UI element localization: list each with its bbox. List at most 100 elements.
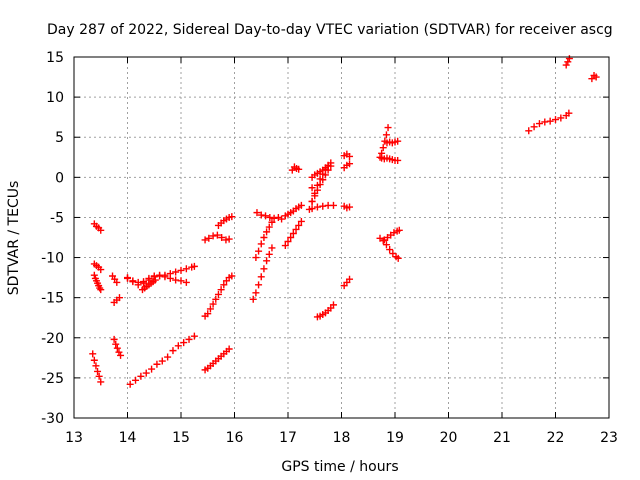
series-arc-15 bbox=[214, 213, 236, 229]
data-point bbox=[225, 235, 233, 243]
data-point bbox=[305, 205, 313, 213]
y-tick-label: 10 bbox=[46, 90, 64, 106]
data-point bbox=[90, 356, 98, 364]
data-point bbox=[225, 345, 233, 353]
data-point bbox=[311, 192, 319, 200]
data-point bbox=[177, 266, 185, 274]
data-point bbox=[182, 265, 190, 273]
series-arc-35 bbox=[376, 234, 402, 262]
data-point bbox=[346, 203, 354, 211]
data-point bbox=[562, 61, 570, 69]
series-arc-7 bbox=[110, 335, 125, 359]
data-point bbox=[257, 211, 265, 219]
data-point bbox=[161, 273, 169, 281]
data-point bbox=[90, 271, 98, 279]
data-point bbox=[292, 225, 300, 233]
data-point bbox=[110, 335, 118, 343]
series-arc-20 bbox=[281, 201, 305, 220]
data-point bbox=[169, 347, 177, 355]
y-tick-label: 15 bbox=[46, 50, 64, 66]
data-point bbox=[158, 357, 166, 365]
data-point bbox=[92, 362, 100, 370]
data-point bbox=[150, 272, 158, 280]
y-tick-label: -20 bbox=[41, 331, 64, 347]
data-point bbox=[190, 332, 198, 340]
series-arc-10 bbox=[126, 332, 198, 388]
series-arc-31 bbox=[340, 150, 354, 160]
series-arc-28 bbox=[340, 275, 354, 290]
y-tick-label: -30 bbox=[41, 411, 64, 427]
data-point bbox=[394, 254, 402, 262]
ticks-layer: 13 14 15 16 17 18 19 20 21 22 23 -30 -25 -20 -15 -10 -5 0… bbox=[41, 50, 618, 446]
data-point bbox=[115, 348, 123, 356]
data-point bbox=[541, 118, 549, 126]
data-point bbox=[148, 365, 156, 373]
data-point bbox=[95, 372, 103, 380]
chart-title: Day 287 of 2022, Sidereal Day-to-day VTE… bbox=[47, 22, 613, 38]
data-point bbox=[172, 268, 180, 276]
x-tick-label: 14 bbox=[119, 430, 137, 446]
data-point bbox=[394, 137, 402, 145]
series-arc-18 bbox=[253, 209, 286, 223]
data-point bbox=[134, 281, 142, 289]
series-arc-37 bbox=[525, 109, 573, 135]
data-point bbox=[268, 218, 276, 226]
data-point bbox=[316, 181, 324, 189]
data-point bbox=[395, 226, 403, 234]
data-point bbox=[379, 237, 387, 245]
series-arc-16 bbox=[249, 244, 276, 303]
y-tick-label: -10 bbox=[41, 251, 64, 267]
data-point bbox=[97, 226, 105, 234]
data-point bbox=[389, 250, 397, 258]
data-point bbox=[126, 380, 134, 388]
data-point bbox=[552, 116, 559, 124]
x-tick-label: 23 bbox=[600, 430, 618, 446]
y-tick-label: 5 bbox=[55, 130, 64, 146]
data-point bbox=[265, 223, 273, 231]
data-point bbox=[525, 127, 533, 135]
series-arc-11 bbox=[138, 276, 159, 294]
data-point bbox=[129, 278, 137, 286]
data-point bbox=[137, 372, 145, 380]
data-point bbox=[278, 215, 286, 223]
marks-layer bbox=[89, 55, 600, 388]
data-point bbox=[201, 236, 209, 244]
data-point bbox=[113, 344, 121, 352]
x-axis-label: GPS time / hours bbox=[281, 459, 398, 475]
data-point bbox=[390, 229, 398, 237]
series-arc-33 bbox=[378, 154, 402, 164]
data-point bbox=[255, 247, 263, 255]
data-point bbox=[185, 335, 193, 343]
data-point bbox=[346, 275, 354, 283]
series-arc-5 bbox=[109, 272, 121, 286]
series-arc-39 bbox=[588, 71, 600, 83]
data-point bbox=[327, 162, 335, 170]
data-point bbox=[263, 228, 271, 236]
data-point bbox=[190, 262, 198, 270]
series-arc-6 bbox=[110, 294, 123, 306]
data-point bbox=[257, 273, 265, 281]
data-point bbox=[204, 310, 212, 318]
grid-layer bbox=[74, 57, 609, 418]
data-point bbox=[313, 203, 321, 211]
data-point bbox=[284, 238, 292, 246]
data-point bbox=[156, 271, 164, 279]
data-point bbox=[222, 236, 230, 244]
series-arc-38 bbox=[562, 55, 573, 69]
series-arc-14 bbox=[201, 231, 233, 244]
data-point bbox=[206, 305, 214, 313]
data-point bbox=[142, 369, 150, 377]
data-point bbox=[260, 234, 268, 241]
data-point bbox=[384, 124, 392, 132]
data-point bbox=[252, 289, 260, 297]
data-point bbox=[97, 266, 105, 274]
series-arc-9 bbox=[124, 271, 190, 289]
data-point bbox=[297, 201, 305, 209]
data-point bbox=[382, 241, 390, 249]
data-point bbox=[164, 353, 172, 361]
data-point bbox=[113, 278, 121, 286]
data-point bbox=[394, 156, 402, 164]
data-point bbox=[297, 217, 305, 225]
data-point bbox=[255, 281, 263, 289]
data-point bbox=[218, 234, 226, 241]
